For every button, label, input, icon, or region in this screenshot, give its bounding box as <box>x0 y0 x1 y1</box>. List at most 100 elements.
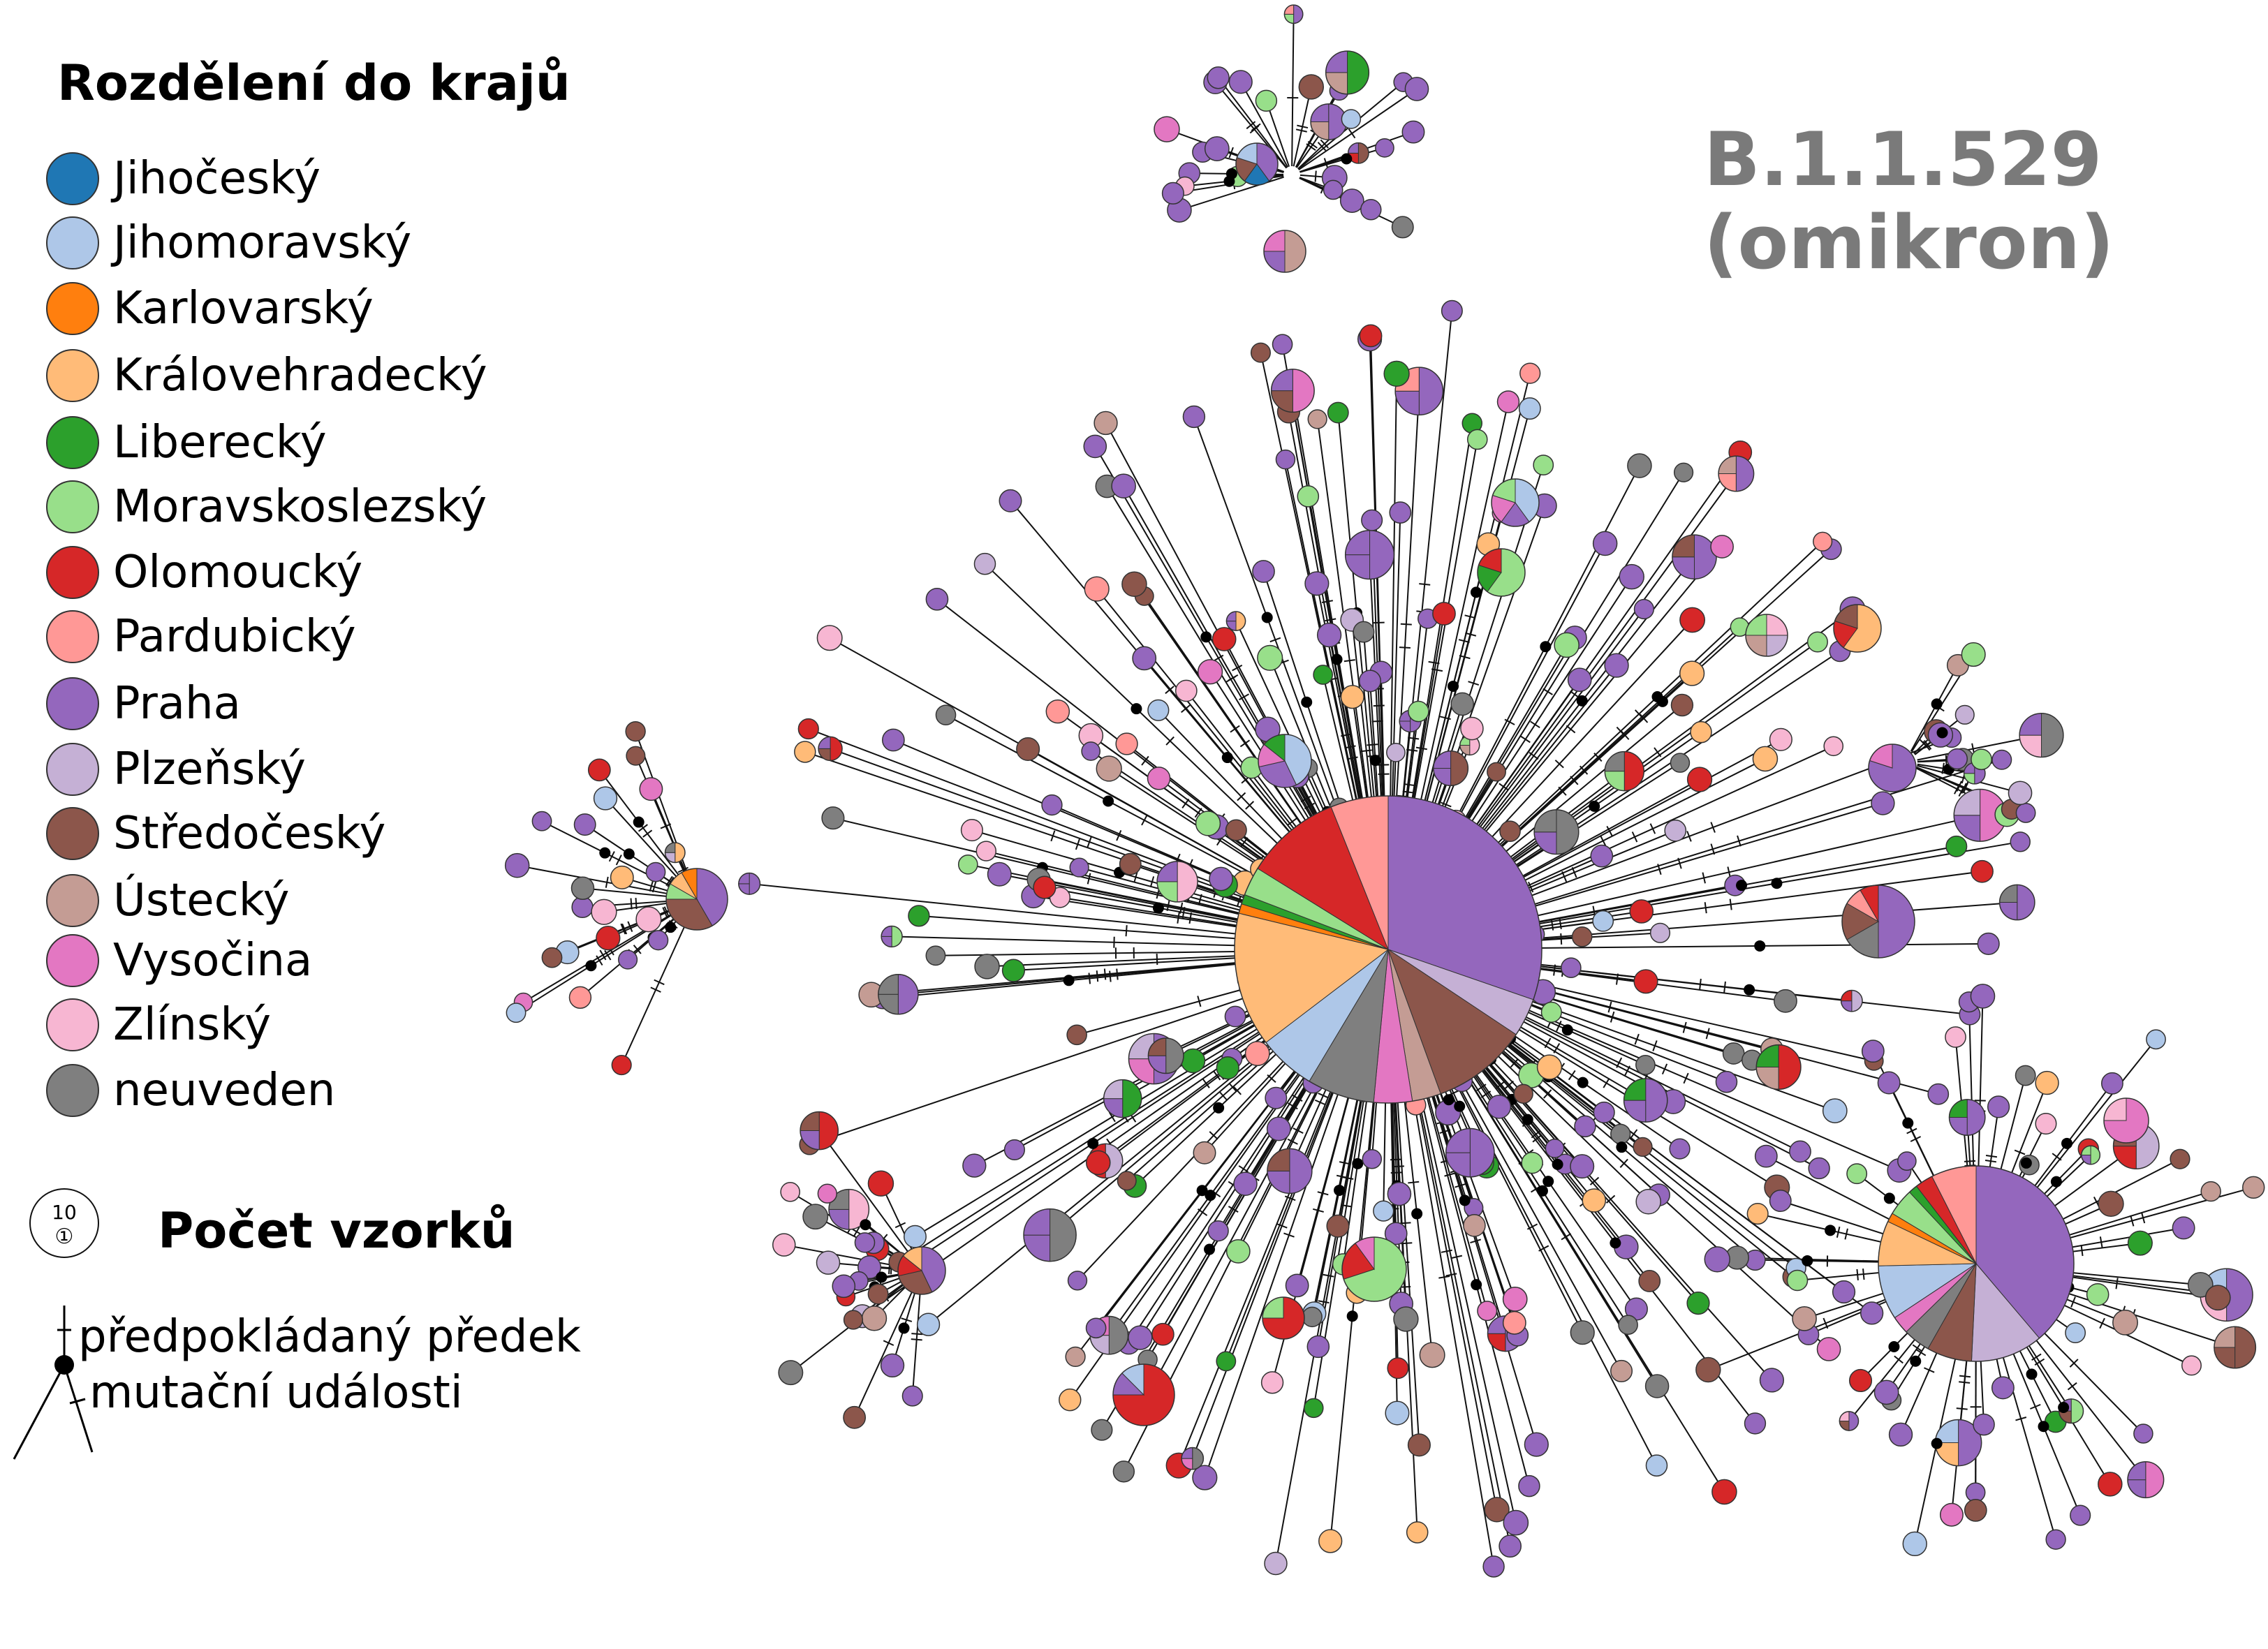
sample-node <box>778 1360 804 1386</box>
mutation-tick <box>1415 746 1427 750</box>
sample-node <box>1954 704 1975 725</box>
sample-node <box>1669 1138 1691 1160</box>
mutation-tick <box>660 823 672 829</box>
ancestor-node <box>1369 755 1381 767</box>
mutation-tick <box>604 949 612 961</box>
mutation-tick <box>2015 1417 2027 1421</box>
mutation-tick <box>1239 693 1249 701</box>
ancestor-node <box>1616 1141 1628 1153</box>
legend-label: Olomoucký <box>113 547 363 598</box>
pie-slice <box>1418 367 1443 415</box>
sample-node <box>1318 1529 1343 1553</box>
mutation-tick <box>1348 128 1356 139</box>
mutation-tick <box>1704 902 1707 914</box>
sample-node-outline <box>1604 750 1644 792</box>
sample-node <box>1260 1371 1284 1394</box>
network-edge <box>605 797 686 887</box>
mutation-tick <box>1088 973 1091 984</box>
sample-node <box>1502 1287 1528 1312</box>
mutation-tick <box>1616 726 1626 736</box>
sample-node <box>1496 390 1520 413</box>
sample-node <box>1618 1315 1638 1336</box>
mutation-tick <box>1705 1028 1710 1040</box>
sample-node <box>587 758 611 782</box>
pie-slice <box>1357 142 1369 164</box>
sample-size-legend: 10 ① <box>29 1188 105 1264</box>
network-edge <box>984 563 1323 887</box>
mutation-tick <box>1165 736 1174 746</box>
mutation-tick <box>1225 676 1237 683</box>
legend-swatch-icon <box>46 1064 99 1117</box>
legend-item: Středočeský <box>46 803 385 864</box>
mutation-tick <box>1295 128 1307 133</box>
sample-node-outline <box>1755 1044 1802 1090</box>
mutation-tick <box>1228 1082 1237 1092</box>
ancestor-node <box>1883 1192 1895 1204</box>
mutation-tick <box>1729 899 1732 910</box>
pie-slice <box>1122 1079 1142 1118</box>
sample-node-outline <box>1258 734 1312 788</box>
mutation-tick <box>1686 831 1692 842</box>
sample-node-outline <box>1023 1208 1077 1262</box>
mutation-tick <box>1654 747 1662 757</box>
sample-node <box>1774 989 1797 1013</box>
sample-node <box>1112 1461 1135 1483</box>
sample-node <box>2065 1322 2086 1344</box>
sample-node <box>2146 1029 2166 1050</box>
sample-node <box>1946 748 1968 770</box>
sample-node <box>1593 1101 1615 1124</box>
sample-node <box>1664 819 1687 842</box>
sample-node <box>2015 1065 2036 1086</box>
mutation-tick <box>1894 1355 1904 1364</box>
sample-node-outline <box>1998 884 2035 921</box>
ancestor-node <box>1334 1184 1346 1196</box>
ancestor-node <box>1459 1195 1471 1206</box>
sample-node <box>1081 741 1101 761</box>
sample-node <box>1033 875 1056 899</box>
pie-slice <box>2234 1326 2256 1369</box>
network-edge <box>832 817 1299 929</box>
sample-node <box>975 841 997 862</box>
mutation-tick <box>1236 896 1242 908</box>
sample-node-outline <box>878 974 919 1015</box>
sample-node <box>1861 1040 1885 1063</box>
legend-label: Moravskoslezský <box>113 481 487 533</box>
mutation-tick <box>1419 583 1431 586</box>
sample-node <box>974 954 1000 979</box>
sample-node <box>1746 1203 1769 1225</box>
mutation-tick <box>2030 1403 2041 1410</box>
mutation-tick <box>1287 1138 1298 1145</box>
sample-node <box>1195 811 1221 836</box>
legend-label: neuveden <box>113 1065 336 1116</box>
pie-slice <box>2017 884 2035 921</box>
sample-node <box>1487 1095 1512 1119</box>
sample-node <box>999 489 1022 512</box>
sample-node <box>1570 1320 1595 1345</box>
mutation-tick <box>2067 1382 2077 1391</box>
sample-node <box>1518 1474 1540 1498</box>
sample-node <box>1147 699 1170 721</box>
mutation-tick <box>677 866 689 873</box>
sample-node <box>1466 429 1488 450</box>
mutation-tick <box>1657 864 1662 875</box>
sample-node <box>1389 501 1412 524</box>
sample-node <box>1540 1001 1562 1023</box>
sample-node <box>1888 1422 1913 1447</box>
legend-swatch-icon <box>46 998 99 1051</box>
mutation-tick <box>1230 725 1240 733</box>
ancestor-node <box>1610 1237 1621 1249</box>
ancestor-node <box>1536 1185 1548 1197</box>
mutation-tick <box>1198 894 1202 905</box>
network-edge <box>1106 486 1341 871</box>
mutation-tick <box>1480 1090 1492 1098</box>
mutation-tick <box>1399 646 1411 649</box>
sample-node <box>1971 859 1994 883</box>
mutation-tick <box>1317 142 1327 151</box>
mutation-tick <box>1431 668 1443 672</box>
sample-node <box>843 1310 864 1330</box>
sample-node-outline <box>1878 1165 2075 1362</box>
sample-node <box>1327 401 1349 424</box>
sample-node <box>1633 598 1654 620</box>
variant-alias: (omikron) <box>1704 199 2114 286</box>
network-edge <box>1458 1008 1756 1261</box>
